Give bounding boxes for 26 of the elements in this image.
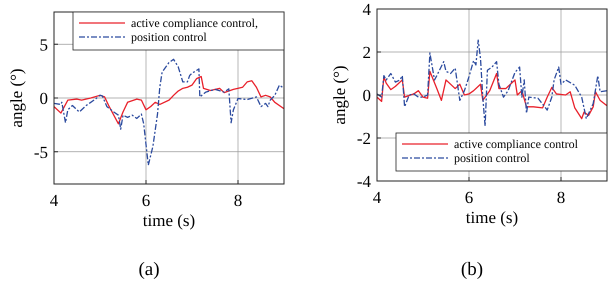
x-tick-label: 8	[234, 191, 242, 210]
x-axis-title: time (s)	[142, 211, 196, 230]
line-series	[376, 40, 608, 127]
y-tick-label: 4	[362, 0, 372, 19]
y-axis-title: angle (°)	[330, 65, 349, 125]
legend-label: position control	[454, 151, 530, 165]
text: (b)	[460, 259, 484, 280]
line-series	[53, 58, 285, 166]
legend-label: position control	[131, 30, 208, 44]
x-tick-label: 6	[142, 191, 150, 210]
y-tick-label: 2	[362, 43, 371, 62]
legend-label: active compliance control	[454, 137, 579, 151]
y-axis-title: angle (°)	[7, 68, 26, 128]
y-tick-label: 0	[362, 86, 371, 105]
x-axis-title: time (s)	[466, 208, 518, 227]
line-series	[376, 70, 608, 120]
y-tick-label: 5	[40, 35, 48, 54]
x-tick-label: 8	[556, 188, 566, 207]
x-tick-label: 6	[464, 188, 474, 207]
y-tick-label: 0	[40, 89, 48, 108]
y-tick-label: -4	[356, 172, 372, 191]
y-tick-label: -5	[34, 142, 48, 162]
text: (a)	[138, 259, 160, 280]
legend-label: active compliance control,	[131, 16, 258, 30]
line-series	[53, 76, 285, 124]
y-tick-label: -2	[356, 129, 371, 148]
